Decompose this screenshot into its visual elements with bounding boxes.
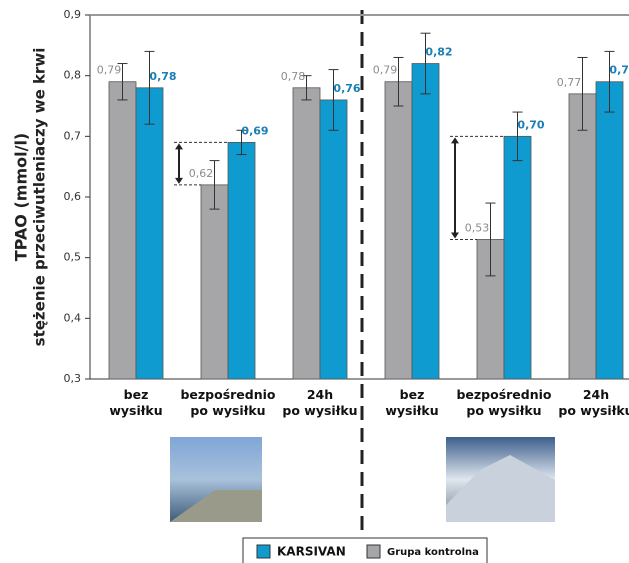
value-label: 0,70 (517, 118, 544, 131)
photo-pier (170, 490, 262, 522)
y-tick-label: 0,3 (64, 372, 82, 385)
value-label: 0,79 (609, 64, 629, 77)
x-tick-label: bez wysiłku (385, 387, 439, 418)
bar (227, 141, 256, 380)
bar (568, 93, 597, 380)
value-label: 0,78 (149, 70, 176, 83)
bar (503, 135, 532, 380)
arrow-head (175, 177, 183, 184)
value-label: 0,69 (241, 124, 268, 137)
y-tick-label: 0,6 (64, 190, 82, 203)
bar (108, 81, 137, 380)
value-label: 0,78 (281, 70, 306, 83)
bar (292, 87, 321, 380)
y-axis-label: stężenie przeciwutleniaczy we krwi (31, 48, 49, 347)
x-tick-label: bezpośrednio po wysiłku (180, 387, 276, 418)
legend (242, 537, 488, 563)
y-tick-label: 0,4 (64, 311, 82, 324)
bar (200, 184, 229, 380)
legend-swatch (366, 544, 381, 559)
y-axis-label: TPAO (mmol/l) (12, 133, 31, 262)
value-label: 0,76 (333, 82, 360, 95)
bar (411, 63, 440, 380)
x-tick-label: 24h po wysiłku (558, 387, 629, 418)
bar (384, 81, 413, 380)
value-label: 0,82 (425, 46, 452, 59)
y-tick-label: 0,8 (64, 69, 82, 82)
value-label: 0,79 (97, 64, 122, 77)
legend-swatch (256, 544, 271, 559)
y-tick-label: 0,7 (64, 129, 82, 142)
value-label: 0,79 (373, 64, 398, 77)
legend-label: Grupa kontrolna (387, 547, 479, 558)
bar (135, 87, 164, 380)
x-tick-label: bezpośrednio po wysiłku (456, 387, 552, 418)
x-tick-label: 24h po wysiłku (282, 387, 358, 418)
bar (319, 99, 348, 380)
arrow-head (175, 143, 183, 150)
value-label: 0,53 (465, 221, 490, 234)
value-label: 0,77 (557, 76, 582, 89)
y-tick-label: 0,9 (64, 8, 82, 21)
legend-label: KARSIVAN (277, 545, 346, 559)
photo-peak (446, 455, 555, 522)
value-label: 0,62 (189, 167, 214, 180)
arrow-head (451, 232, 459, 239)
y-tick-label: 0,5 (64, 251, 82, 264)
bar (595, 81, 624, 380)
arrow-head (451, 137, 459, 144)
x-tick-label: bez wysiłku (109, 387, 163, 418)
